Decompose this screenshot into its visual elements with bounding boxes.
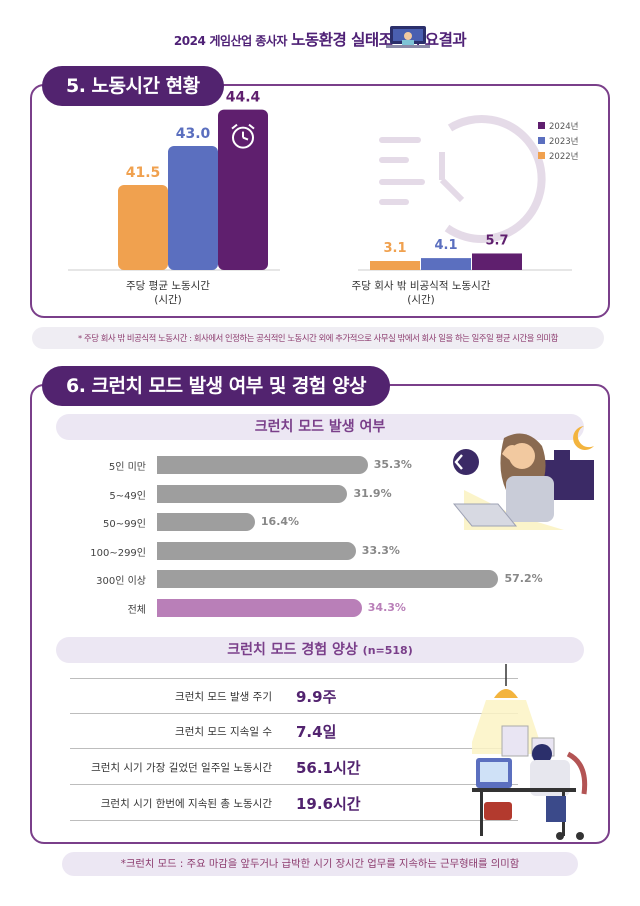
hbar-value-label: 33.3% <box>361 543 400 557</box>
hbar-category-label: 300인 이상 <box>96 576 146 587</box>
bar-2024년-offsite <box>472 253 522 270</box>
legend-label: 2024년 <box>549 121 578 132</box>
desk-worker-illustration-icon <box>472 664 588 840</box>
bar-value-label: 4.1 <box>434 238 457 253</box>
experience-label-3: 크런치 시기 가장 길었던 일주일 노동시간 <box>91 762 272 774</box>
crunch-experience-subtitle-text: 크런치 모드 경험 양상 <box>227 642 358 658</box>
hbar-category-label: 50~99인 <box>102 519 146 530</box>
legend-swatch <box>538 152 545 159</box>
experience-table-divider <box>70 784 518 785</box>
legend-label: 2022년 <box>549 151 578 162</box>
header-prefix: 게임산업 종사자 <box>209 34 288 48</box>
experience-value-2: 7.4일 <box>296 723 337 741</box>
experience-table-divider <box>70 678 518 679</box>
experience-table-divider <box>70 713 518 714</box>
hbar-5~49인 <box>157 484 348 503</box>
experience-label-2: 크런치 모드 지속일 수 <box>175 726 272 738</box>
crunch-occurrence-subtitle-text: 크런치 모드 발생 여부 <box>254 419 386 435</box>
hbar-value-label: 35.3% <box>373 458 412 471</box>
hbar-value-label: 57.2% <box>504 572 543 585</box>
hbar-50~99인 <box>157 513 255 531</box>
bar-value-label: 5.7 <box>485 233 508 248</box>
bar-value-label: 3.1 <box>383 241 406 256</box>
hbar-5인 미만 <box>157 456 368 474</box>
bar-value-label: 41.5 <box>126 165 161 181</box>
hbar-value-label: 16.4% <box>260 515 300 528</box>
hbar-300인 이상 <box>157 570 499 588</box>
hbar-category-label: 5인 미만 <box>108 462 146 473</box>
bar-2023년-weekly-avg <box>168 146 218 270</box>
crunch-experience-subtitle: 크런치 모드 경험 양상 (n=518) <box>56 637 584 663</box>
hbar-category-label: 5~49인 <box>109 490 146 502</box>
bar-2024년-weekly-avg <box>218 109 268 270</box>
header-main-title: 노동환경 실태조사 주요결과 <box>291 31 467 49</box>
section5-title: 5. 노동시간 현황 <box>42 66 224 106</box>
hbar-category-label: 전체 <box>127 604 146 616</box>
section5-note: * 주당 회사 밖 비공식적 노동시간 : 회사에서 인정하는 공식적인 노동시… <box>32 327 604 349</box>
category-label: 주당 회사 밖 비공식적 노동시간 <box>352 280 491 292</box>
hbar-100~299인 <box>157 541 356 560</box>
clock-watermark-icon <box>379 115 546 243</box>
experience-value-1: 9.9주 <box>296 688 337 706</box>
hbar-value-label: 31.9% <box>353 486 392 500</box>
section6-note: *크런치 모드 : 주요 마감을 앞두거나 급박한 시기 장시간 업무를 지속하… <box>62 852 578 876</box>
category-label: 주당 평균 노동시간 <box>126 280 210 292</box>
section6-title: 6. 크런치 모드 발생 여부 및 경험 양상 <box>42 366 390 406</box>
category-label: (시간) <box>407 294 435 306</box>
working-hours-chart: 41.5 3.1 43.0 4.1 44.4 5.7 주당 평균 노동시간 (시간) 주당 회사… <box>68 90 578 306</box>
category-label: (시간) <box>154 294 182 306</box>
alarm-clock-icon <box>231 123 255 149</box>
crunch-experience-sample-size: (n=518) <box>362 644 413 657</box>
hbar-category-label: 100~299인 <box>90 547 146 559</box>
experience-label-4: 크런치 시기 한번에 지속된 총 노동시간 <box>100 798 272 810</box>
legend-swatch <box>538 137 545 144</box>
experience-label-1: 크런치 모드 발생 주기 <box>175 691 272 703</box>
experience-table-divider <box>70 820 518 821</box>
bar-value-label: 43.0 <box>176 126 211 142</box>
bar-2023년-offsite <box>421 258 471 270</box>
stressed-worker-illustration-icon <box>452 426 594 530</box>
hbar-전체 <box>157 598 362 617</box>
experience-value-3: 56.1시간 <box>296 759 361 777</box>
worker-illustration-icon <box>386 26 430 48</box>
bar-2022년-weekly-avg <box>118 185 168 270</box>
header-title: 2024 게임산업 종사자 노동환경 실태조사 주요결과 <box>0 28 640 50</box>
experience-table-divider <box>70 748 518 749</box>
legend-swatch <box>538 122 545 129</box>
bar-2022년-offsite <box>370 261 420 270</box>
experience-value-4: 19.6시간 <box>296 795 361 813</box>
header-year: 2024 <box>173 34 206 48</box>
hbar-value-label: 34.3% <box>367 600 406 614</box>
bar-value-label: 44.4 <box>226 90 261 106</box>
crunch-occurrence-subtitle: 크런치 모드 발생 여부 <box>56 414 584 440</box>
legend-label: 2023년 <box>549 136 578 147</box>
